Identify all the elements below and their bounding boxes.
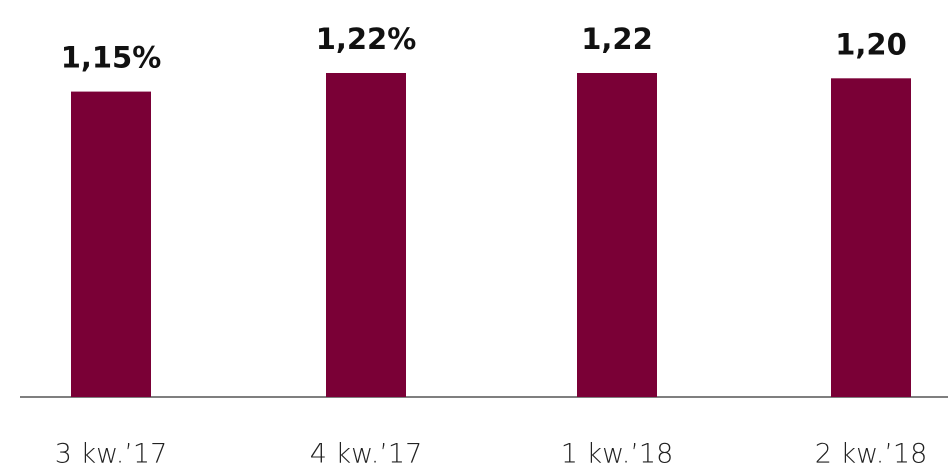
bar <box>831 78 911 398</box>
x-tick-label: 4 kw.’17 <box>310 439 423 470</box>
value-label: 1,20 <box>835 27 907 61</box>
bar <box>577 73 657 397</box>
x-tick-label: 3 kw.’17 <box>55 439 168 470</box>
value-label: 1,15% <box>61 41 162 75</box>
value-label: 1,22 <box>581 22 653 56</box>
x-tick-label: 2 kw.’18 <box>815 439 928 470</box>
value-label: 1,22% <box>316 22 417 56</box>
bar <box>71 91 151 398</box>
x-tick-label: 1 kw.’18 <box>561 439 674 470</box>
bar <box>326 73 406 397</box>
